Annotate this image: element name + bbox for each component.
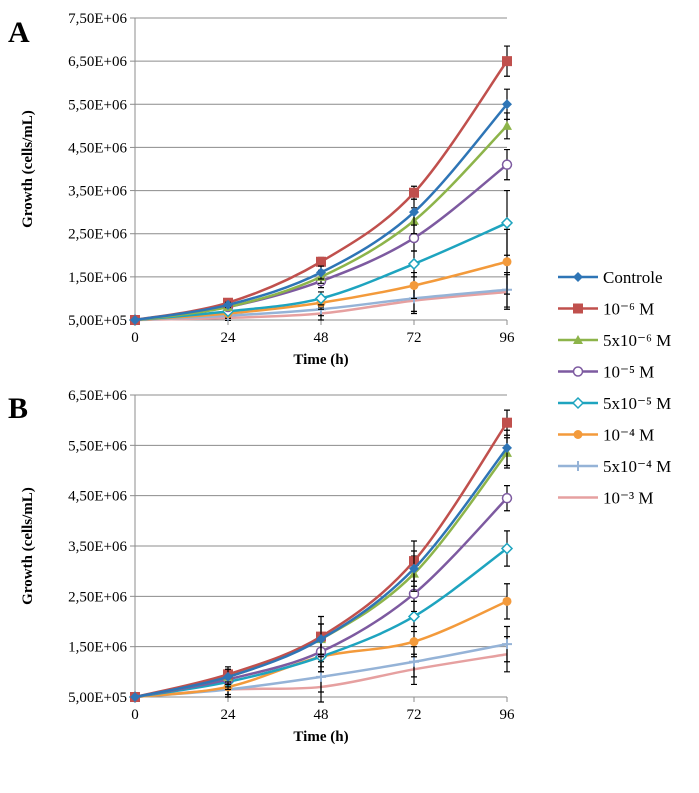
data-point bbox=[316, 634, 326, 645]
data-point bbox=[408, 232, 420, 244]
panel-letter-a: A bbox=[8, 16, 30, 49]
legend-label: 5x10⁻⁴ M bbox=[603, 457, 671, 476]
y-tick-label: 5,50E+06 bbox=[68, 97, 127, 113]
legend: Controle 10⁻⁶ M 5x10⁻⁶ M 10⁻⁵ M 5x10⁻⁵ M 10⁻⁴… bbox=[558, 268, 671, 508]
y-tick-label: 2,50E+06 bbox=[68, 227, 127, 243]
legend-label: 5x10⁻⁵ M bbox=[603, 394, 671, 413]
x-tick-label: 0 bbox=[131, 707, 139, 723]
data-point bbox=[502, 442, 512, 453]
data-point bbox=[314, 292, 328, 305]
data-point bbox=[502, 257, 512, 267]
legend-marker bbox=[573, 303, 583, 314]
data-point bbox=[407, 257, 421, 270]
legend-label: 10⁻³ M bbox=[603, 489, 653, 508]
data-point bbox=[502, 639, 512, 650]
y-tick-label: 4,50E+06 bbox=[68, 489, 127, 505]
legend-item: 10⁻³ M bbox=[558, 489, 653, 508]
y-tick-label: 5,50E+06 bbox=[68, 438, 127, 454]
x-axis-title: Time (h) bbox=[293, 352, 348, 368]
legend-item: 10⁻⁴ M bbox=[558, 426, 654, 445]
data-point bbox=[409, 656, 419, 667]
data-point bbox=[501, 492, 513, 504]
x-tick-label: 48 bbox=[314, 707, 329, 723]
legend-item: 5x10⁻⁴ M bbox=[558, 457, 671, 476]
series-line bbox=[134, 447, 508, 699]
data-point bbox=[502, 417, 512, 428]
x-tick-label: 72 bbox=[407, 330, 422, 346]
data-point bbox=[130, 692, 140, 702]
legend-item: Controle bbox=[558, 268, 663, 287]
series-line bbox=[134, 103, 508, 322]
data-point bbox=[409, 563, 419, 574]
legend-marker bbox=[571, 396, 585, 410]
data-point bbox=[502, 99, 512, 110]
x-tick-label: 96 bbox=[500, 707, 516, 723]
panel-letter-b: B bbox=[8, 392, 28, 425]
legend-label: 10⁻⁵ M bbox=[603, 363, 654, 382]
data-point bbox=[316, 267, 326, 278]
y-tick-label: 1,50E+06 bbox=[68, 640, 127, 656]
y-axis-title: Growth (cells/mL) bbox=[20, 110, 36, 228]
data-point bbox=[501, 159, 513, 170]
y-tick-label: 4,50E+06 bbox=[68, 140, 127, 156]
legend-item: 5x10⁻⁶ M bbox=[558, 331, 671, 350]
legend-marker bbox=[573, 430, 583, 439]
data-point bbox=[223, 299, 233, 310]
data-point bbox=[316, 671, 326, 682]
legend-marker bbox=[572, 366, 584, 377]
y-axis-title: Growth (cells/mL) bbox=[20, 487, 36, 605]
x-tick-label: 0 bbox=[131, 330, 139, 346]
y-tick-label: 1,50E+06 bbox=[68, 270, 127, 286]
x-tick-label: 24 bbox=[221, 330, 237, 346]
legend-label: Controle bbox=[603, 268, 663, 287]
legend-marker bbox=[573, 335, 583, 344]
y-tick-label: 6,50E+06 bbox=[68, 388, 127, 404]
series-line bbox=[134, 124, 508, 322]
legend-marker bbox=[573, 272, 583, 282]
legend-item: 10⁻⁵ M bbox=[558, 363, 654, 382]
y-tick-label: 5,00E+05 bbox=[68, 690, 127, 706]
x-tick-label: 48 bbox=[314, 330, 329, 346]
data-point bbox=[409, 637, 419, 647]
x-tick-label: 72 bbox=[407, 707, 422, 723]
x-tick-label: 96 bbox=[500, 330, 516, 346]
data-point bbox=[502, 596, 512, 606]
data-point bbox=[407, 610, 421, 623]
chart-panel-b: 5,00E+05 1,50E+06 2,50E+06 3,50E+06 4,50E+06… bbox=[20, 388, 515, 745]
legend-marker bbox=[573, 461, 583, 471]
series-0 bbox=[130, 429, 512, 702]
y-tick-label: 7,50E+06 bbox=[68, 11, 127, 27]
y-tick-label: 5,00E+05 bbox=[68, 313, 127, 329]
data-point bbox=[316, 256, 326, 267]
data-point bbox=[409, 187, 419, 198]
data-point bbox=[223, 671, 233, 682]
legend-label: 5x10⁻⁶ M bbox=[603, 331, 671, 350]
y-tick-label: 2,50E+06 bbox=[68, 589, 127, 605]
x-axis-title: Time (h) bbox=[293, 729, 348, 745]
series-0 bbox=[130, 88, 512, 325]
legend-item: 10⁻⁶ M bbox=[558, 300, 654, 319]
y-tick-label: 3,50E+06 bbox=[68, 539, 127, 555]
data-point bbox=[502, 120, 512, 130]
x-tick-label: 24 bbox=[221, 707, 237, 723]
data-point bbox=[500, 542, 514, 555]
data-point bbox=[409, 280, 419, 290]
data-point bbox=[500, 216, 514, 229]
y-tick-label: 3,50E+06 bbox=[68, 184, 127, 200]
legend-label: 10⁻⁶ M bbox=[603, 300, 654, 319]
y-tick-label: 6,50E+06 bbox=[68, 54, 127, 70]
legend-item: 5x10⁻⁵ M bbox=[558, 394, 671, 413]
data-point bbox=[502, 56, 512, 67]
chart-panel-a: 5,00E+05 1,50E+06 2,50E+06 3,50E+06 4,50E+06… bbox=[20, 11, 515, 368]
legend-label: 10⁻⁴ M bbox=[603, 426, 654, 445]
data-point bbox=[130, 315, 140, 325]
data-point bbox=[409, 207, 419, 218]
